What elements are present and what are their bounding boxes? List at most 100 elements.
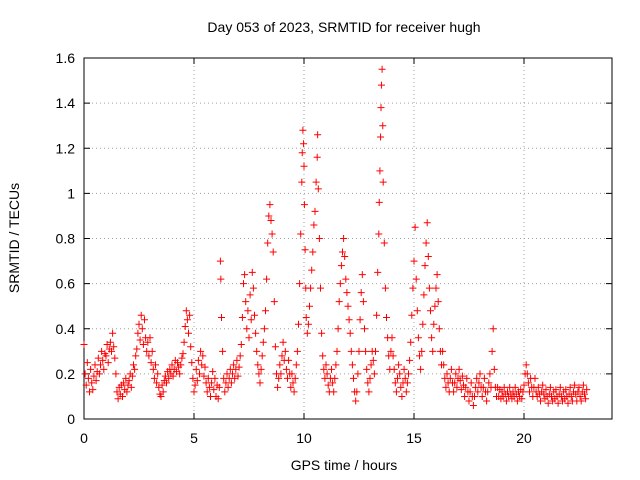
data-point [427, 307, 434, 315]
data-point [298, 178, 306, 186]
data-point [311, 207, 319, 215]
data-point [246, 291, 254, 299]
data-point [291, 374, 299, 382]
chart-title: Day 053 of 2023, SRMTID for receiver hug… [207, 19, 480, 35]
data-point [168, 361, 176, 369]
data-point [210, 386, 218, 394]
y-tick-label: 1.6 [56, 50, 76, 66]
data-point [407, 338, 415, 346]
data-point [480, 374, 488, 382]
x-tick-label: 0 [80, 430, 88, 446]
data-point [197, 347, 205, 355]
data-point [531, 374, 539, 382]
data-point [440, 361, 448, 369]
data-point [457, 386, 465, 394]
data-point [271, 343, 279, 351]
data-point [430, 320, 438, 328]
data-point [442, 383, 450, 391]
data-point [447, 365, 455, 373]
data-point [84, 374, 92, 382]
data-point [192, 365, 200, 373]
data-point [434, 298, 442, 306]
data-point [546, 383, 554, 391]
data-point [513, 397, 521, 405]
y-tick-label: 0.2 [56, 366, 76, 382]
data-point [428, 334, 436, 342]
data-point [353, 388, 361, 396]
data-point [87, 365, 95, 373]
data-point [203, 388, 211, 396]
data-point [252, 329, 260, 337]
data-point [401, 374, 409, 382]
data-point [365, 388, 373, 396]
data-point [150, 374, 158, 382]
data-point [90, 372, 98, 380]
data-point [190, 388, 198, 396]
data-point [381, 284, 389, 292]
data-point [420, 291, 428, 299]
data-point [486, 370, 494, 378]
data-point [330, 388, 338, 396]
data-point [425, 284, 433, 292]
data-point [446, 374, 454, 382]
data-point [435, 325, 443, 333]
data-point [456, 377, 464, 385]
data-point [165, 374, 173, 382]
data-point [307, 284, 315, 292]
data-point [141, 316, 148, 324]
data-point [581, 390, 588, 398]
data-point [94, 354, 102, 362]
data-point [380, 239, 388, 247]
data-point [89, 386, 97, 394]
data-point [402, 388, 410, 396]
x-tick-label: 15 [406, 430, 422, 446]
data-point [331, 374, 339, 382]
data-point [453, 383, 461, 391]
data-point [230, 361, 238, 369]
data-point [461, 392, 469, 400]
data-point [153, 379, 161, 387]
data-point [309, 248, 317, 256]
data-point [146, 334, 154, 342]
data-point [358, 271, 366, 279]
data-point [81, 370, 89, 378]
data-point [240, 280, 247, 288]
data-point [313, 153, 321, 161]
data-point [221, 388, 229, 396]
data-point [204, 374, 212, 382]
data-point [290, 388, 298, 396]
data-point [518, 395, 526, 403]
data-point [218, 313, 225, 321]
data-point [336, 280, 344, 288]
data-point [127, 383, 135, 391]
data-point [308, 266, 316, 274]
data-point [201, 363, 209, 371]
data-point [571, 381, 579, 389]
data-point [88, 379, 96, 387]
y-tick-label: 1.4 [56, 95, 76, 111]
data-point [120, 379, 128, 387]
data-point [255, 370, 263, 378]
data-point [467, 379, 475, 387]
data-point [466, 388, 474, 396]
data-point [301, 246, 309, 254]
data-point [217, 275, 225, 283]
data-point [169, 372, 177, 380]
data-point [315, 235, 323, 242]
data-point [355, 347, 363, 355]
data-point [398, 392, 406, 400]
data-point [484, 388, 492, 396]
data-point [395, 361, 403, 369]
data-point [300, 201, 308, 209]
data-point [163, 379, 170, 387]
data-point [388, 334, 396, 342]
data-point [257, 365, 265, 373]
data-point [374, 268, 382, 276]
data-point [209, 368, 217, 376]
data-point [556, 383, 564, 391]
grid-lines [84, 58, 612, 419]
data-point [100, 365, 108, 373]
y-tick-label: 0 [67, 411, 75, 427]
data-point [265, 212, 273, 220]
data-point [314, 185, 322, 193]
